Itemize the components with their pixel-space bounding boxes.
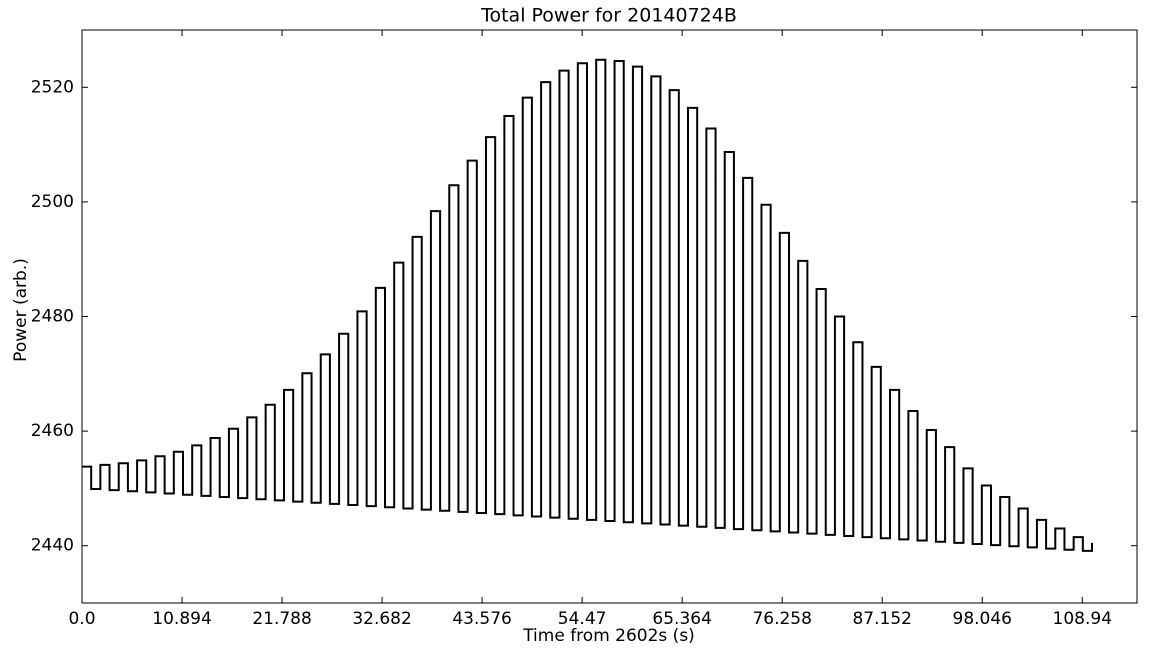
data-line (82, 58, 1094, 552)
x-tick-label: 54.47 (558, 609, 607, 629)
x-tick-label: 10.894 (152, 609, 211, 629)
y-tick-label: 2520 (31, 77, 74, 97)
x-tick-label: 32.682 (352, 609, 411, 629)
x-tick-label: 0.0 (68, 609, 95, 629)
x-tick-label: 108.94 (1053, 609, 1112, 629)
plot-frame (81, 29, 1138, 604)
y-tick-label: 2500 (31, 192, 74, 212)
y-tick-label: 2460 (31, 421, 74, 441)
y-tick-label: 2480 (31, 307, 74, 327)
x-tick-label: 87.152 (852, 609, 911, 629)
x-tick-label: 21.788 (252, 609, 311, 629)
y-tick-label: 2440 (31, 536, 74, 556)
y-axis-label: Power (arb.) (11, 258, 31, 362)
chart-title: Total Power for 20140724B (480, 5, 737, 27)
x-tick-label: 65.364 (652, 609, 711, 629)
x-tick-label: 76.258 (752, 609, 811, 629)
x-axis-label: Time from 2602s (s) (522, 626, 695, 646)
x-tick-label: 43.576 (452, 609, 511, 629)
x-tick-label: 98.046 (953, 609, 1012, 629)
